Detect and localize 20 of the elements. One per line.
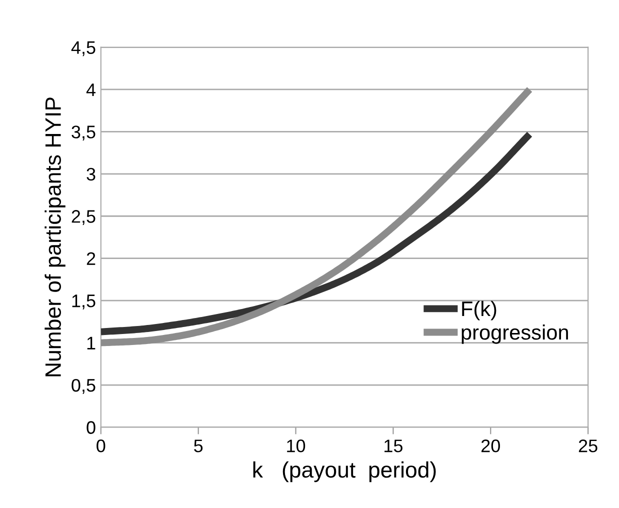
- legend-label: F(k): [462, 300, 496, 320]
- legend-label: progression: [462, 324, 568, 344]
- y-tick-label: 1,5: [72, 294, 96, 310]
- x-axis-title: k (payout period): [253, 461, 436, 482]
- y-tick-label: 2: [86, 252, 96, 265]
- y-tick-label: 0,5: [72, 378, 96, 394]
- y-tick-label: 3,5: [72, 126, 96, 141]
- y-tick-label: 4,5: [71, 41, 96, 56]
- y-axis-title: Number of participants HYIP: [44, 98, 66, 376]
- y-tick-label: 2,5: [72, 210, 96, 225]
- x-tick-label: 15: [384, 440, 402, 452]
- x-tick-label: 20: [481, 440, 500, 452]
- x-tick-label: 0: [96, 440, 106, 452]
- x-tick-label: 25: [578, 440, 598, 452]
- x-tick-label: 10: [287, 440, 306, 452]
- y-tick-label: 4: [86, 84, 96, 96]
- y-tick-label: 0: [86, 421, 96, 434]
- y-tick-label: 3: [86, 168, 96, 181]
- y-tick-label: 1: [87, 336, 96, 350]
- x-tick-label: 5: [194, 440, 203, 452]
